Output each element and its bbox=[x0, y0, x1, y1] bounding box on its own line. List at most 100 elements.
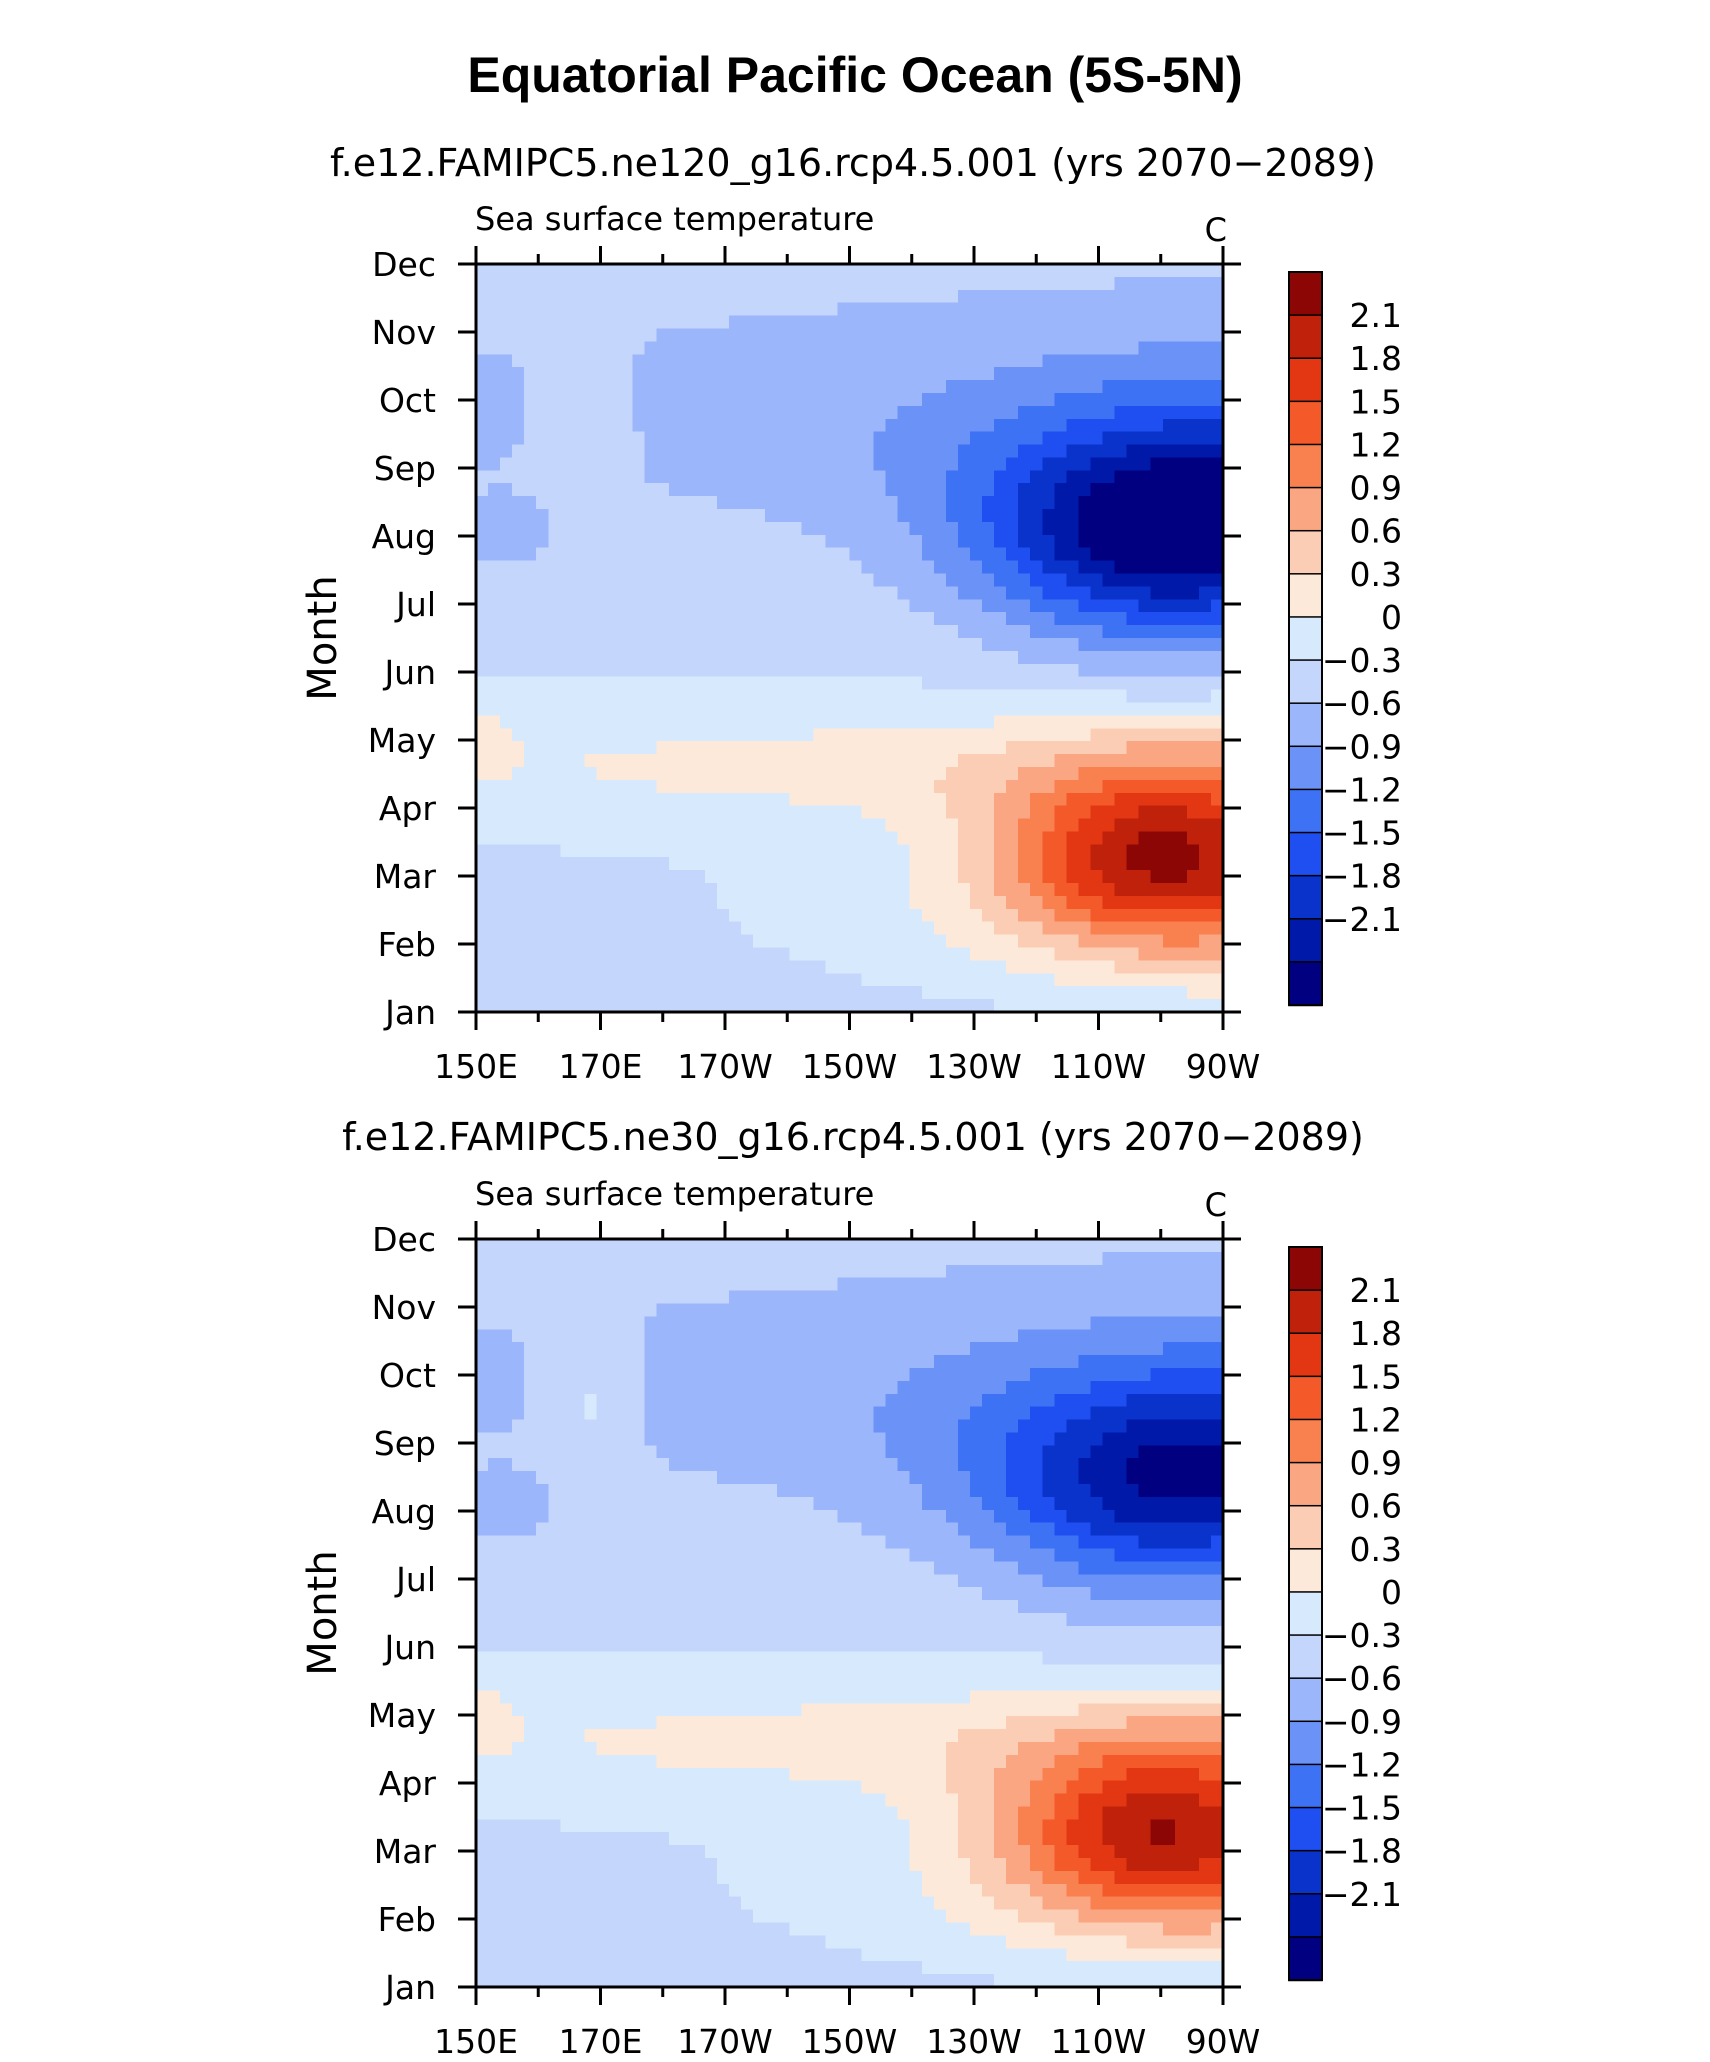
contour-cell bbox=[584, 973, 598, 987]
contour-cell bbox=[1102, 1445, 1116, 1459]
contour-cell bbox=[957, 625, 971, 639]
contour-cell bbox=[680, 1277, 694, 1292]
contour-cell bbox=[1066, 444, 1080, 459]
contour-cell bbox=[849, 276, 863, 291]
contour-cell bbox=[1018, 766, 1031, 781]
contour-cell bbox=[1114, 1406, 1128, 1421]
contour-cell bbox=[933, 573, 947, 588]
contour-cell bbox=[596, 573, 610, 588]
contour-cell bbox=[849, 380, 863, 394]
contour-cell bbox=[789, 586, 802, 600]
contour-cell bbox=[729, 857, 742, 871]
contour-cell bbox=[536, 818, 549, 833]
contour-cell bbox=[777, 663, 790, 678]
contour-cell bbox=[572, 1329, 586, 1343]
contour-cell bbox=[584, 1445, 598, 1459]
contour-cell bbox=[969, 534, 983, 549]
contour-cell bbox=[536, 483, 549, 497]
contour-cell bbox=[897, 380, 911, 394]
contour-cell bbox=[849, 521, 863, 536]
contour-cell bbox=[837, 702, 851, 716]
contour-cell bbox=[524, 289, 537, 304]
contour-cell bbox=[1066, 973, 1080, 987]
contour-cell bbox=[921, 728, 935, 742]
contour-cell bbox=[729, 1303, 742, 1317]
contour-cell bbox=[801, 1316, 814, 1330]
contour-cell bbox=[1162, 1355, 1176, 1369]
contour-cell bbox=[572, 573, 586, 588]
contour-cell bbox=[1150, 831, 1164, 845]
contour-cell bbox=[632, 1458, 646, 1472]
contour-cell bbox=[861, 509, 875, 523]
contour-cell bbox=[933, 766, 947, 781]
contour-cell bbox=[1150, 663, 1164, 678]
contour-cell bbox=[1042, 392, 1055, 407]
contour-cell bbox=[897, 547, 911, 562]
contour-cell bbox=[1018, 947, 1031, 962]
contour-cell bbox=[885, 844, 899, 858]
contour-cell bbox=[921, 766, 935, 781]
contour-cell bbox=[789, 805, 802, 820]
contour-cell bbox=[777, 960, 790, 974]
contour-cell bbox=[644, 844, 658, 858]
contour-cell bbox=[813, 831, 826, 845]
contour-cell bbox=[921, 612, 935, 626]
contour-cell bbox=[1126, 766, 1140, 781]
contour-cell bbox=[753, 883, 766, 897]
contour-cell bbox=[548, 509, 561, 523]
contour-cell bbox=[994, 1264, 1007, 1279]
contour-cell bbox=[777, 792, 790, 807]
contour-cell bbox=[1114, 573, 1128, 588]
contour-cell bbox=[909, 1251, 923, 1266]
contour-cell bbox=[632, 741, 646, 755]
contour-cell bbox=[933, 934, 947, 949]
contour-cell bbox=[933, 947, 947, 962]
contour-cell bbox=[608, 392, 622, 407]
contour-cell bbox=[1186, 509, 1200, 523]
contour-cell bbox=[1078, 973, 1092, 987]
contour-cell bbox=[957, 264, 971, 278]
contour-cell bbox=[933, 380, 947, 394]
contour-cell bbox=[692, 405, 706, 420]
contour-cell bbox=[716, 1355, 730, 1369]
contour-cell bbox=[668, 1496, 682, 1511]
contour-cell bbox=[1126, 1458, 1140, 1472]
contour-cell bbox=[500, 715, 513, 729]
contour-cell bbox=[1150, 1367, 1164, 1382]
contour-cell bbox=[608, 1393, 622, 1408]
contour-cell bbox=[680, 392, 694, 407]
contour-cell bbox=[909, 509, 923, 523]
contour-cell bbox=[1138, 276, 1152, 291]
contour-cell bbox=[1138, 625, 1152, 639]
contour-cell bbox=[1042, 1432, 1055, 1446]
colorbar-label: −0.3 bbox=[1322, 641, 1402, 680]
contour-cell bbox=[813, 1380, 826, 1395]
contour-cell bbox=[1114, 857, 1128, 871]
contour-cell bbox=[656, 367, 670, 381]
contour-cell bbox=[620, 560, 634, 575]
contour-cell bbox=[1066, 650, 1080, 665]
contour-cell bbox=[897, 1342, 911, 1356]
contour-cell bbox=[1042, 367, 1055, 381]
contour-cell bbox=[668, 1355, 682, 1369]
contour-cell bbox=[849, 1393, 863, 1408]
contour-cell bbox=[813, 857, 826, 871]
contour-cell bbox=[837, 883, 851, 897]
contour-cell bbox=[1054, 818, 1067, 833]
contour-cell bbox=[982, 315, 995, 330]
contour-cell bbox=[548, 1445, 561, 1459]
contour-cell bbox=[656, 1496, 670, 1511]
contour-cell bbox=[524, 470, 537, 484]
contour-cell bbox=[548, 276, 561, 291]
contour-cell bbox=[777, 1458, 790, 1472]
contour-cell bbox=[1018, 986, 1031, 1000]
contour-cell bbox=[512, 831, 525, 845]
contour-cell bbox=[476, 1277, 489, 1292]
contour-cell bbox=[897, 418, 911, 433]
contour-cell bbox=[957, 650, 971, 665]
contour-cell bbox=[596, 1251, 610, 1266]
contour-cell bbox=[1018, 1406, 1031, 1421]
contour-cell bbox=[548, 844, 561, 858]
contour-cell bbox=[512, 444, 525, 459]
contour-cell bbox=[982, 289, 995, 304]
